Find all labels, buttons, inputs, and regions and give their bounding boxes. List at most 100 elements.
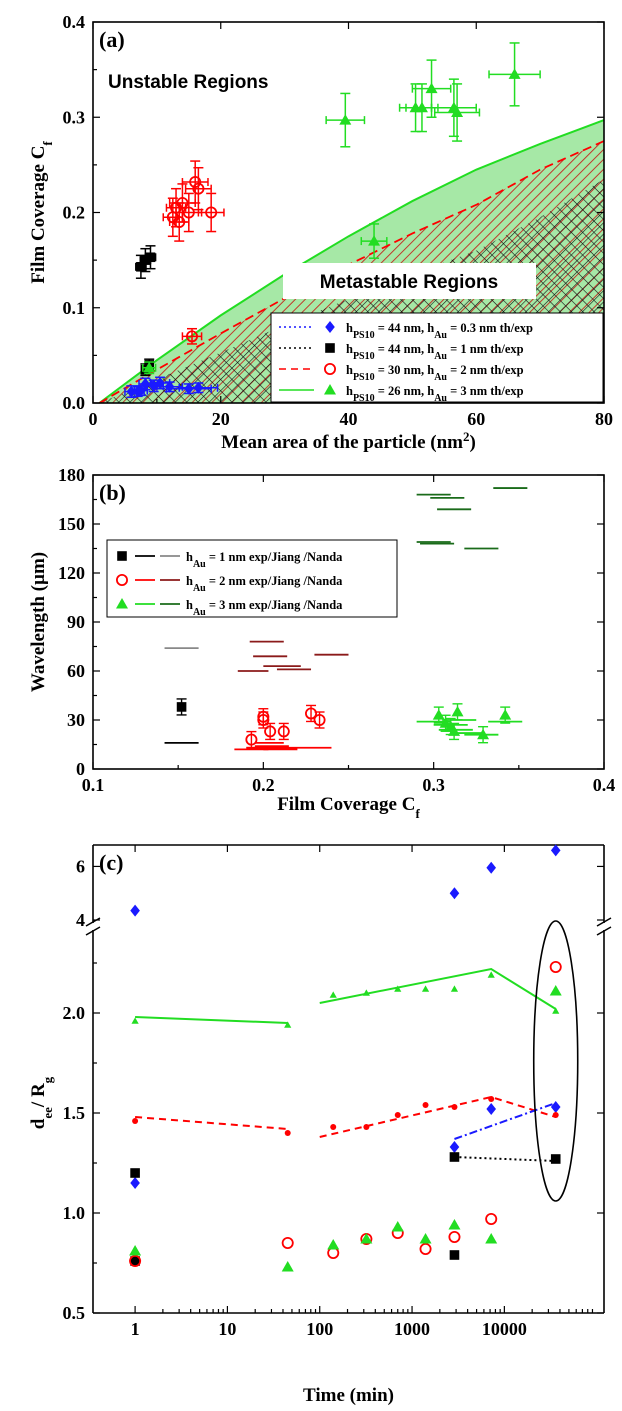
legend-box — [106, 539, 398, 618]
panel-label-a: (a) — [99, 27, 125, 52]
series-c-2 — [130, 1152, 561, 1178]
data-point-triangle — [448, 725, 461, 736]
chart-panel-b: 0.1 0.2 0.3 0.4 0 30 60 90 120 150 180 Film Coverag… — [28, 465, 616, 821]
legend-label: hPS10 = 44 nm, hAu = 0.3 nm th/exp — [346, 321, 533, 341]
data-point-triangle — [485, 1233, 498, 1244]
data-point-dot — [422, 1102, 429, 1108]
legend-a: hPS10 = 44 nm, hAu = 0.3 nm th/exp hPS10 … — [270, 312, 604, 404]
data-point-circle-open — [176, 196, 189, 209]
x-tick-label: 0.1 — [82, 775, 105, 795]
data-point-diamond — [184, 382, 194, 395]
y-axis-title: dee/ Rg — [28, 1076, 55, 1129]
data-point-dot — [394, 1112, 401, 1118]
series-b-0 — [176, 698, 187, 716]
series-c-5 — [129, 960, 562, 1267]
chart-panel-a: 0 20 40 60 80 0.0 0.1 0.2 0.3 0.4 Mean area of the… — [28, 12, 613, 454]
legend-marker-diamond — [325, 321, 335, 333]
data-point-triangle-small — [487, 971, 495, 978]
data-point-diamond — [140, 377, 151, 390]
data-point-circle-open — [245, 733, 258, 746]
data-point-dot — [488, 1096, 495, 1102]
series-c-3 — [130, 1250, 460, 1266]
model-segments — [164, 487, 528, 751]
series-a-0 — [124, 376, 219, 399]
axis-break-mark — [85, 917, 101, 927]
data-point-circle-open — [264, 725, 277, 738]
x-tick-label: 60 — [467, 409, 485, 429]
data-point-triangle — [451, 106, 464, 117]
trend-line — [319, 967, 557, 1010]
y-tick-label: 1.0 — [63, 1203, 86, 1223]
data-point-triangle — [477, 728, 490, 740]
y-tick-label: 30 — [67, 710, 85, 730]
metastable-label-box — [283, 263, 536, 299]
y-axis-title: Film Coverage Cf — [28, 141, 55, 284]
y-tick-label: 6 — [76, 856, 85, 876]
series-a-1 — [135, 245, 157, 377]
data-point-square — [449, 1152, 460, 1162]
data-point-circle-open — [192, 182, 205, 195]
data-point-triangle — [368, 235, 381, 246]
data-point-triangle — [339, 114, 352, 125]
series-c-6 — [131, 971, 560, 1028]
data-point-circle-open — [305, 707, 318, 720]
y-tick-label: 0 — [76, 759, 85, 779]
y-tick-label: 0.2 — [63, 203, 86, 223]
legend-marker-square — [325, 343, 335, 353]
panel-label-b: (b) — [99, 480, 126, 505]
trend-line — [454, 1102, 557, 1140]
data-point-circle-open — [129, 1254, 142, 1267]
x-tick-label: 100 — [306, 1319, 333, 1339]
x-tick-label: 40 — [340, 409, 358, 429]
trend-line — [454, 1156, 556, 1162]
data-point-square — [550, 1154, 561, 1164]
data-point-triangle-small — [450, 985, 459, 992]
data-point-diamond — [550, 1101, 561, 1113]
y-tick-label: 4 — [76, 910, 85, 930]
series-b-1 — [245, 704, 326, 749]
data-point-circle-open — [419, 1242, 432, 1255]
x-tick-label: 20 — [212, 409, 230, 429]
data-point-triangle-small — [394, 985, 402, 992]
data-point-triangle — [143, 361, 156, 373]
data-point-triangle-small — [421, 985, 430, 992]
annotation-metastable: Metastable Regions — [320, 272, 498, 293]
data-point-circle-open — [205, 206, 218, 219]
legend-label: hPS10 = 26 nm, hAu = 3 nm th/exp — [346, 384, 524, 404]
chart-panel-c: 1 10 100 1000 10000 0.5 1.0 1.5 2.0 4 6 Time (min) d… — [28, 844, 612, 1406]
data-point-circle-open — [313, 713, 326, 726]
y-tick-label: 150 — [58, 514, 85, 534]
data-point-circle-open — [186, 330, 199, 343]
axis-break-mark — [85, 926, 101, 936]
x-tick-label: 80 — [595, 409, 613, 429]
data-point-circle-open — [448, 1230, 461, 1243]
y-tick-label: 0.1 — [63, 298, 86, 318]
data-point-circle-open — [281, 1236, 294, 1249]
data-point-triangle — [451, 705, 464, 717]
axes-frame — [92, 474, 605, 770]
data-point-triangle-small — [284, 1021, 292, 1028]
y-tick-label: 90 — [67, 612, 85, 632]
series-c-0 — [130, 844, 561, 917]
data-point-dot — [284, 1130, 291, 1136]
data-point-square — [130, 1168, 140, 1178]
data-point-diamond — [164, 380, 175, 393]
data-point-circle-open — [549, 960, 562, 973]
data-point-triangle — [448, 1219, 461, 1230]
data-point-diamond — [193, 381, 204, 394]
data-point-diamond — [486, 861, 496, 874]
data-point-triangle — [419, 1233, 432, 1244]
series-b-2 — [432, 703, 512, 744]
data-point-triangle — [425, 82, 438, 94]
data-point-triangle — [281, 1261, 294, 1272]
y-tick-label: 0.3 — [63, 107, 86, 127]
x-axis-title: Mean area of the particle (nm2) — [221, 429, 476, 454]
x-tick-label: 0.4 — [593, 775, 616, 795]
data-point-triangle — [129, 1245, 142, 1256]
data-point-dot — [132, 1118, 139, 1124]
data-point-triangle-small — [329, 991, 337, 998]
x-tick-label: 0 — [89, 409, 98, 429]
x-axis-title: Film Coverage Cf — [277, 794, 420, 821]
data-point-triangle — [549, 985, 562, 996]
legend-label: hAu = 3 nm exp/Jiang /Nanda — [186, 598, 343, 618]
